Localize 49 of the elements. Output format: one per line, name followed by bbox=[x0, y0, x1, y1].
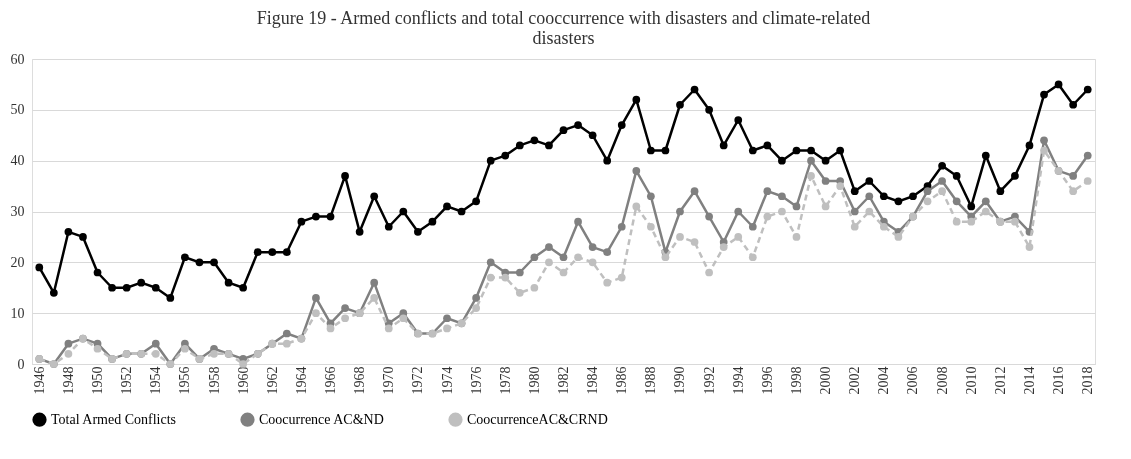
y-tick-label: 30 bbox=[10, 204, 25, 219]
x-tick-label: 2018 bbox=[1080, 366, 1096, 395]
x-tick-label: 1976 bbox=[468, 366, 484, 395]
x-tick-label: 2014 bbox=[1021, 366, 1037, 395]
y-tick-label: 0 bbox=[17, 356, 25, 372]
y-tick-label: 10 bbox=[10, 305, 25, 321]
legend-label: Coocurrence AC&ND bbox=[259, 411, 384, 427]
x-tick-label: 2012 bbox=[992, 366, 1008, 395]
x-tick-label: 1996 bbox=[759, 366, 775, 395]
x-tick-label: 2002 bbox=[847, 366, 863, 395]
y-tick-label: 20 bbox=[10, 254, 25, 270]
x-tick-label: 1994 bbox=[730, 366, 746, 395]
y-tick-label: 40 bbox=[10, 153, 25, 169]
x-tick-label: 1990 bbox=[672, 366, 688, 395]
x-tick-label: 1982 bbox=[556, 366, 571, 395]
legend-label: Total Armed Conflicts bbox=[51, 411, 177, 427]
x-tick-label: 2010 bbox=[963, 366, 979, 395]
x-tick-label: 2000 bbox=[818, 366, 834, 395]
x-tick-label: 2008 bbox=[934, 366, 950, 395]
x-tick-label: 1984 bbox=[585, 366, 601, 395]
x-tick-label: 1952 bbox=[119, 366, 135, 395]
x-tick-label: 1946 bbox=[31, 366, 47, 395]
y-tick-label: 60 bbox=[10, 51, 25, 67]
text: disasters bbox=[532, 28, 595, 48]
x-tick-label: 2006 bbox=[905, 366, 921, 395]
x-tick-label: 1960 bbox=[235, 366, 251, 395]
x-tick-label: 1962 bbox=[264, 366, 280, 395]
y-tick-label: 50 bbox=[10, 102, 25, 118]
x-tick-label: 2004 bbox=[876, 366, 892, 395]
legend-label: CoocurrenceAC&CRND bbox=[467, 411, 608, 427]
x-tick-label: 1956 bbox=[177, 366, 193, 395]
x-tick-label: 1988 bbox=[643, 366, 659, 395]
x-tick-label: 1954 bbox=[148, 366, 164, 395]
x-tick-label: 1992 bbox=[701, 366, 717, 395]
x-tick-label: 1974 bbox=[439, 366, 455, 395]
x-tick-label: 1958 bbox=[206, 366, 222, 395]
x-tick-label: 1964 bbox=[293, 366, 309, 395]
x-tick-label: 1980 bbox=[526, 366, 542, 395]
x-tick-label: 1978 bbox=[497, 366, 513, 395]
x-tick-label: 1968 bbox=[352, 366, 368, 395]
x-tick-label: 1970 bbox=[381, 366, 397, 395]
x-tick-label: 1986 bbox=[614, 366, 630, 395]
x-tick-label: 1950 bbox=[90, 366, 106, 395]
x-tick-label: 2016 bbox=[1051, 366, 1067, 395]
x-tick-label: 1966 bbox=[323, 366, 339, 395]
x-tick-label: 1998 bbox=[788, 366, 804, 395]
x-tick-label: 1948 bbox=[60, 366, 76, 395]
x-tick-label: 1972 bbox=[410, 366, 426, 395]
text: Figure 19 - Armed conflicts and total cooccurrence with disasters and climate-related bbox=[256, 8, 871, 28]
